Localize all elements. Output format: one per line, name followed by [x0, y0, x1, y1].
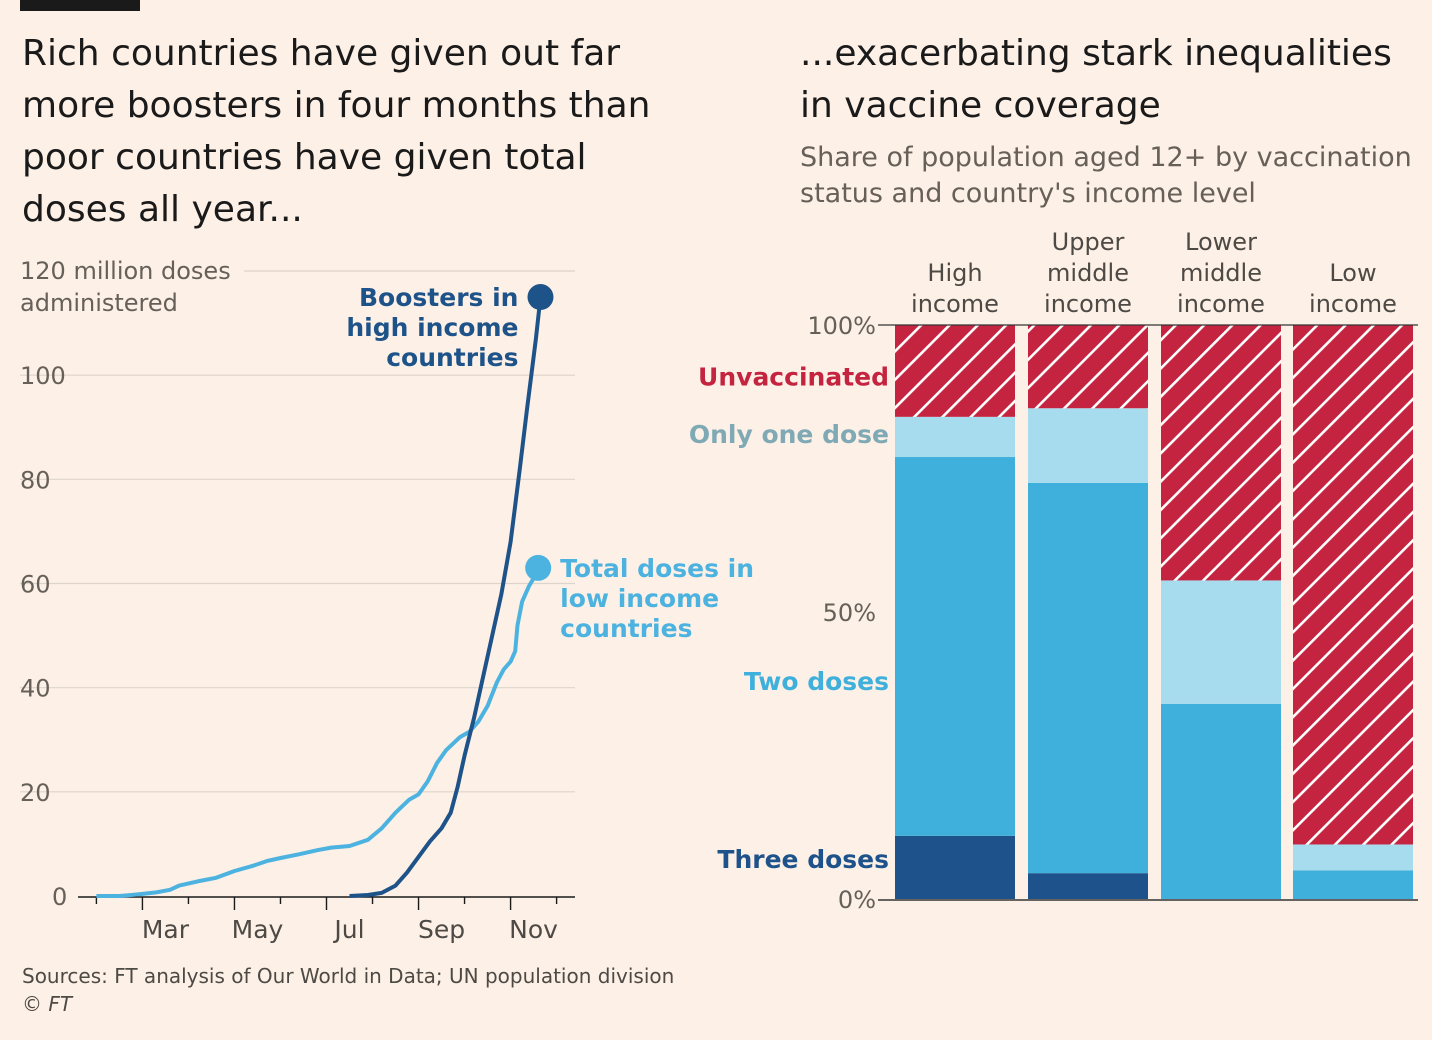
- y-tick-label: 0: [52, 883, 67, 911]
- category-label: High: [927, 259, 982, 287]
- bar-segment: [1293, 325, 1413, 845]
- y-tick-label: 100: [20, 362, 66, 390]
- series-label: low income: [560, 584, 719, 613]
- bar-segment: [1028, 408, 1148, 483]
- bar-segment: [1161, 703, 1281, 899]
- bar-segment: [895, 325, 1015, 417]
- x-tick-label: May: [232, 915, 284, 944]
- category-label: income: [911, 290, 999, 318]
- series-line: [349, 296, 543, 898]
- x-tick-label: Mar: [142, 915, 190, 944]
- y-axis-title: administered: [20, 289, 178, 317]
- booster-line-chart: 20 40 60 80 100 120 million doses administered…: [20, 257, 754, 944]
- series-label: Total doses in: [560, 554, 754, 583]
- y-tick-label: 50%: [823, 599, 876, 627]
- bar-segment: [895, 835, 1015, 899]
- y-tick-label: 100%: [807, 312, 876, 340]
- series-label: countries: [386, 343, 518, 372]
- bar-segment: [895, 457, 1015, 836]
- legend-label: Two doses: [744, 667, 889, 696]
- series-label: countries: [560, 614, 692, 643]
- category-label: income: [1177, 290, 1265, 318]
- bar-segment: [1293, 844, 1413, 871]
- vaccination-stacked-bar-chart: High income Upper middle income Lower middle in…: [689, 228, 1418, 914]
- x-tick-label: Jul: [332, 915, 364, 944]
- right-chart-title: ...exacerbating stark inequalities in va…: [800, 33, 1392, 126]
- series-end-dot: [527, 284, 554, 311]
- category-label: Lower: [1185, 228, 1257, 256]
- legend-label: Unvaccinated: [698, 363, 889, 392]
- bar-segment: [1293, 870, 1413, 899]
- top-rule: [20, 0, 140, 11]
- right-chart-subtitle: Share of population aged 12+ by vaccinat…: [800, 142, 1412, 209]
- y-tick-label: 60: [20, 571, 51, 599]
- y-axis-title: 120 million doses: [20, 257, 231, 285]
- category-label: middle: [1047, 259, 1129, 287]
- legend-label: Three doses: [717, 845, 889, 874]
- x-tick-label: Sep: [418, 915, 465, 944]
- bar-segment: [1028, 482, 1148, 874]
- left-chart-title: Rich countries have given out far more b…: [22, 33, 651, 230]
- series-line: [96, 567, 541, 898]
- footer: Sources: FT analysis of Our World in Dat…: [22, 962, 674, 1018]
- series-end-dot: [525, 554, 552, 581]
- series-label: high income: [346, 313, 518, 342]
- category-label: income: [1044, 290, 1132, 318]
- bar-segment: [1028, 873, 1148, 899]
- category-label: Upper: [1052, 228, 1125, 256]
- y-tick-label: 40: [20, 675, 51, 703]
- y-tick-label: 20: [20, 779, 51, 807]
- bar-segment: [1161, 580, 1281, 704]
- bar-segment: [1028, 325, 1148, 409]
- legend-label: Only one dose: [689, 420, 889, 449]
- bar-segment: [1161, 325, 1281, 581]
- category-label: income: [1309, 290, 1397, 318]
- y-tick-label: 80: [20, 466, 51, 494]
- category-label: Low: [1329, 259, 1376, 287]
- series-label: Boosters in: [359, 283, 518, 312]
- y-tick-label: 0%: [838, 886, 876, 914]
- x-tick-label: Nov: [509, 915, 558, 944]
- ft-credit: © FT: [22, 992, 73, 1016]
- category-label: middle: [1180, 259, 1262, 287]
- sources-note: Sources: FT analysis of Our World in Dat…: [22, 964, 675, 988]
- bar-segment: [895, 416, 1015, 458]
